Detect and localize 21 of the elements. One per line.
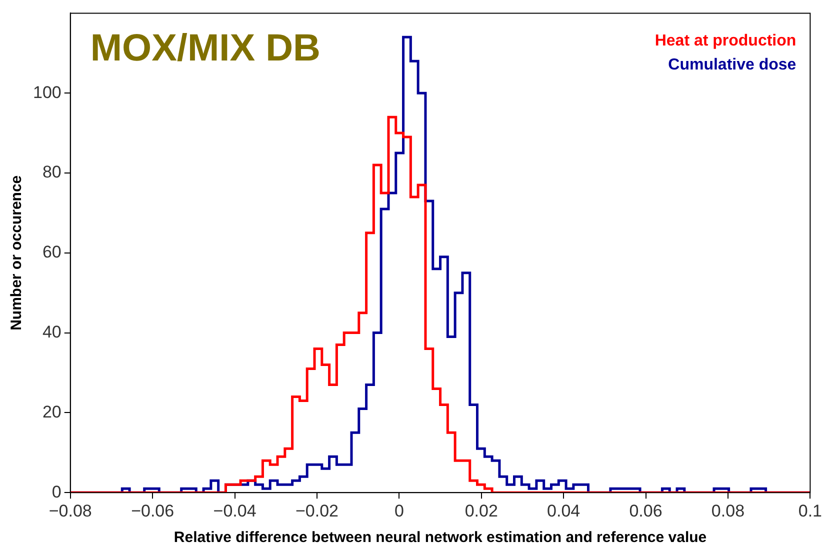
x-tick-label: −0.06	[131, 501, 174, 520]
x-tick-label: 0.02	[464, 501, 498, 520]
y-tick-label: 40	[42, 322, 62, 342]
text: Cumulative dose	[668, 56, 796, 74]
x-tick-label: −0.02	[295, 501, 338, 520]
x-tick-label: 0.08	[711, 501, 745, 520]
y-tick-label: 20	[42, 402, 62, 422]
x-tick-label: 0.06	[629, 501, 662, 520]
y-tick-label: 60	[42, 242, 62, 262]
x-tick-label: 0	[394, 501, 404, 520]
y-axis-title: Number or occurence	[8, 175, 26, 330]
x-tick-label: −0.04	[213, 501, 256, 520]
x-tick-label: 0.04	[547, 501, 580, 520]
x-tick-label: −0.08	[48, 501, 92, 520]
x-axis-title: Relative difference between neural network estimation and reference value	[174, 529, 707, 546]
text: Heat at production	[654, 32, 796, 50]
x-tick-label: 0.1	[798, 501, 822, 520]
y-tick-label: 0	[52, 482, 62, 502]
chart-title: MOX/MIX DB	[90, 28, 320, 70]
y-tick-label: 100	[32, 82, 62, 102]
y-tick-label: 80	[42, 162, 62, 182]
